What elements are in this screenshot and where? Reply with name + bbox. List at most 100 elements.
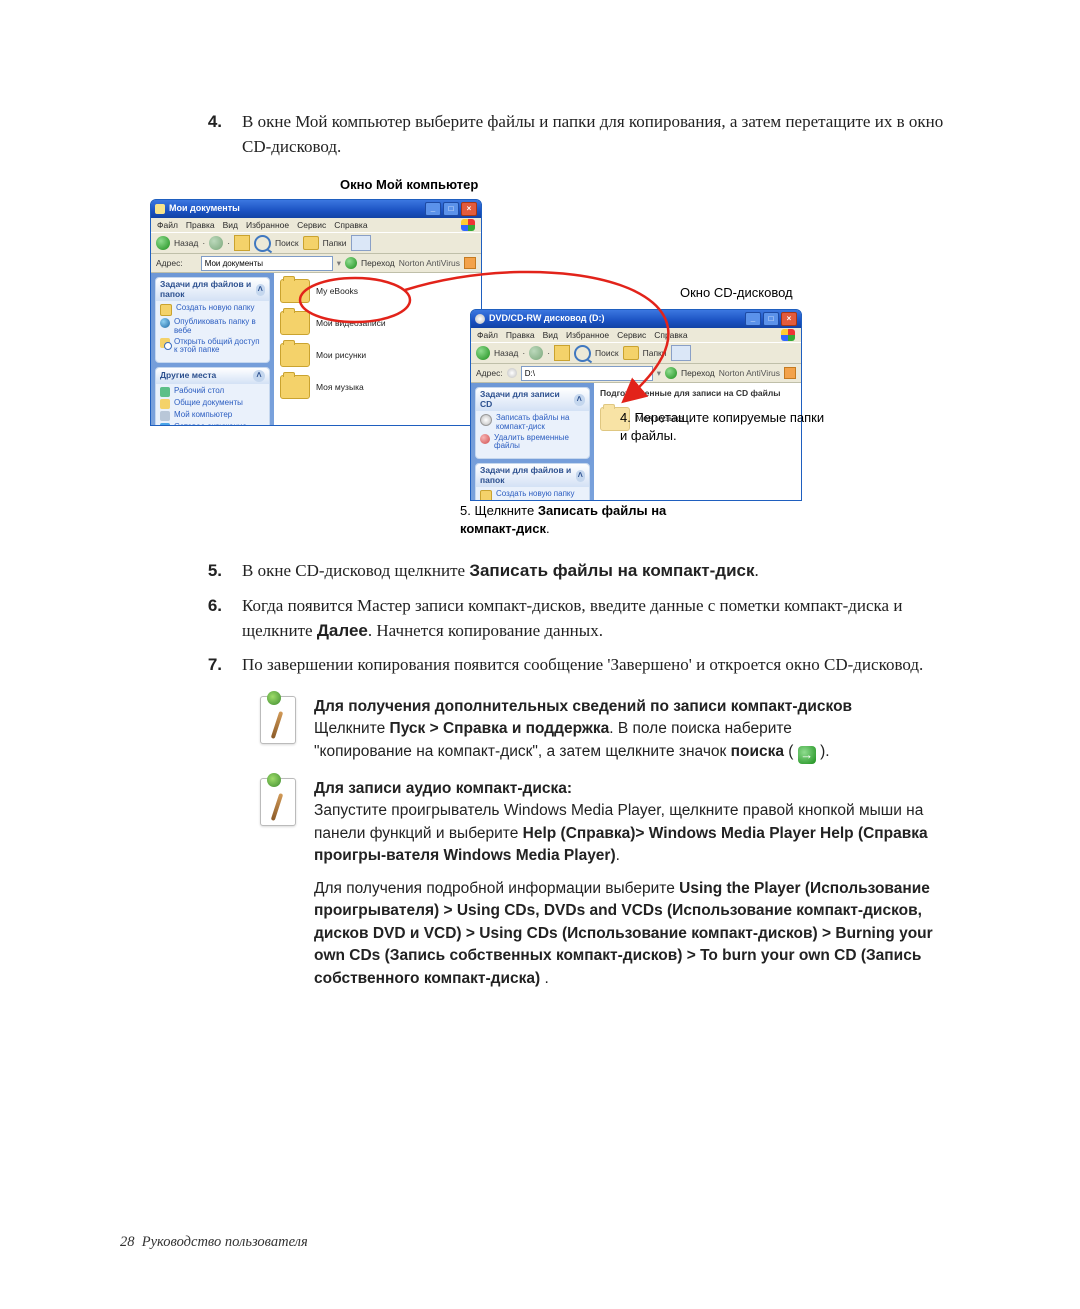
step-4: 4. В окне Мой компьютер выберите файлы и… xyxy=(200,110,960,159)
folder-icon xyxy=(280,343,310,367)
task-link[interactable]: Удалить временные файлы xyxy=(480,434,585,452)
panel-header[interactable]: Задачи для файлов и папок ˄ xyxy=(476,464,589,487)
go-label[interactable]: Переход xyxy=(361,259,395,268)
task-link[interactable]: Создать новую папку xyxy=(160,304,265,316)
file-list[interactable]: My eBooks Мои видеозаписи Мои рисунки Мо… xyxy=(274,273,481,426)
note-icon xyxy=(260,778,296,826)
tip-para: Для получения подробной информации выбер… xyxy=(314,878,960,990)
chevron-up-icon[interactable]: ˄ xyxy=(253,370,265,382)
views-icon[interactable] xyxy=(351,235,371,251)
task-link-burn[interactable]: Записать файлы на компакт-диск xyxy=(480,414,585,432)
search-label[interactable]: Поиск xyxy=(595,349,619,358)
menu-item[interactable]: Файл xyxy=(477,331,498,340)
up-icon[interactable] xyxy=(554,345,570,361)
steps-bottom: 5. В окне CD-дисковод щелкните Записать … xyxy=(200,559,960,678)
up-icon[interactable] xyxy=(234,235,250,251)
chevron-up-icon[interactable]: ˄ xyxy=(576,470,585,482)
chevron-up-icon[interactable]: ˄ xyxy=(256,284,265,296)
chevron-up-icon[interactable]: ˄ xyxy=(574,394,586,406)
titlebar[interactable]: Мои документы _ □ × xyxy=(151,200,481,218)
search-icon[interactable] xyxy=(254,235,271,252)
panel-header[interactable]: Другие места ˄ xyxy=(156,368,269,384)
menubar[interactable]: Файл Правка Вид Избранное Сервис Справка xyxy=(471,328,801,342)
maximize-button[interactable]: □ xyxy=(443,202,459,216)
panel-title: Задачи для записи CD xyxy=(480,390,571,409)
page-number: 28 xyxy=(120,1234,135,1250)
drive-icon xyxy=(507,368,517,378)
computer-icon xyxy=(160,411,170,421)
list-item[interactable]: Мои видеозаписи xyxy=(280,311,475,335)
search-icon[interactable] xyxy=(574,345,591,362)
search-label[interactable]: Поиск xyxy=(275,239,299,248)
new-folder-icon xyxy=(480,490,492,501)
tip-title: Для записи аудио компакт-диска: xyxy=(314,778,960,800)
back-icon[interactable] xyxy=(156,236,170,250)
window-my-documents: Мои документы _ □ × Файл Правка Вид Избр… xyxy=(150,199,482,426)
panel-cd-tasks: Задачи для записи CD ˄ Записать файлы на… xyxy=(475,387,590,459)
close-button[interactable]: × xyxy=(781,312,797,326)
folders-icon[interactable] xyxy=(303,236,319,250)
toolbar: Назад· · Поиск Папки xyxy=(471,342,801,364)
place-link[interactable]: Мой компьютер xyxy=(160,411,265,421)
menu-item[interactable]: Избранное xyxy=(246,221,289,230)
titlebar[interactable]: DVD/CD-RW дисковод (D:) _ □ × xyxy=(471,310,801,328)
page-footer: 28 Руководство пользователя xyxy=(120,1234,308,1251)
go-icon[interactable] xyxy=(665,367,677,379)
minimize-button[interactable]: _ xyxy=(745,312,761,326)
place-link[interactable]: Общие документы xyxy=(160,399,265,409)
addressbar: Адрес: ▾ Переход Norton AntiVirus xyxy=(471,364,801,383)
panel-other-places: Другие места ˄ Рабочий стол Общие докуме… xyxy=(155,367,270,426)
cd-icon xyxy=(480,414,492,426)
folder-icon xyxy=(280,311,310,335)
folders-icon[interactable] xyxy=(623,346,639,360)
list-item[interactable]: Мои рисунки xyxy=(280,343,475,367)
menu-item[interactable]: Правка xyxy=(186,221,215,230)
list-item[interactable]: Моя музыка xyxy=(280,375,475,399)
folders-label[interactable]: Папки xyxy=(643,349,667,358)
steps-top: 4. В окне Мой компьютер выберите файлы и… xyxy=(200,110,960,159)
menubar[interactable]: Файл Правка Вид Избранное Сервис Справка xyxy=(151,218,481,232)
tip-audio-cd: Для записи аудио компакт-диска: Запустит… xyxy=(260,778,960,990)
place-link[interactable]: Сетевое окружение xyxy=(160,423,265,426)
panel-title: Задачи для файлов и папок xyxy=(160,280,253,299)
back-icon[interactable] xyxy=(476,346,490,360)
delete-icon xyxy=(480,434,490,444)
menu-item[interactable]: Избранное xyxy=(566,331,609,340)
folders-label[interactable]: Папки xyxy=(323,239,347,248)
panel-file-tasks: Задачи для файлов и папок ˄ Создать нову… xyxy=(155,277,270,363)
panel-header[interactable]: Задачи для файлов и папок ˄ xyxy=(156,278,269,301)
list-item[interactable]: My eBooks xyxy=(280,279,475,303)
norton-icon xyxy=(464,257,476,269)
menu-item[interactable]: Сервис xyxy=(297,221,326,230)
place-link[interactable]: Рабочий стол xyxy=(160,387,265,397)
views-icon[interactable] xyxy=(671,345,691,361)
menu-item[interactable]: Справка xyxy=(654,331,687,340)
step-num: 7. xyxy=(200,653,222,678)
go-icon[interactable] xyxy=(345,257,357,269)
menu-item[interactable]: Вид xyxy=(223,221,238,230)
back-label[interactable]: Назад xyxy=(174,239,198,248)
windows-logo-icon xyxy=(461,219,475,231)
forward-icon[interactable] xyxy=(529,346,543,360)
forward-icon[interactable] xyxy=(209,236,223,250)
go-label[interactable]: Переход xyxy=(681,369,715,378)
task-link[interactable]: Создать новую папку xyxy=(480,490,585,501)
close-button[interactable]: × xyxy=(461,202,477,216)
address-input[interactable] xyxy=(521,366,653,381)
back-label[interactable]: Назад xyxy=(494,349,518,358)
panel-header[interactable]: Задачи для записи CD ˄ xyxy=(476,388,589,411)
menu-item[interactable]: Сервис xyxy=(617,331,646,340)
task-link[interactable]: Опубликовать папку в вебе xyxy=(160,318,265,336)
minimize-button[interactable]: _ xyxy=(425,202,441,216)
maximize-button[interactable]: □ xyxy=(763,312,779,326)
documents-icon xyxy=(160,399,170,409)
menu-item[interactable]: Вид xyxy=(543,331,558,340)
panel-title: Задачи для файлов и папок xyxy=(480,466,573,485)
menu-item[interactable]: Файл xyxy=(157,221,178,230)
share-icon xyxy=(160,338,170,348)
menu-item[interactable]: Справка xyxy=(334,221,367,230)
address-input[interactable] xyxy=(201,256,333,271)
task-link[interactable]: Открыть общий доступ к этой папке xyxy=(160,338,265,356)
menu-item[interactable]: Правка xyxy=(506,331,535,340)
step-text: По завершении копирования появится сообщ… xyxy=(242,653,960,678)
